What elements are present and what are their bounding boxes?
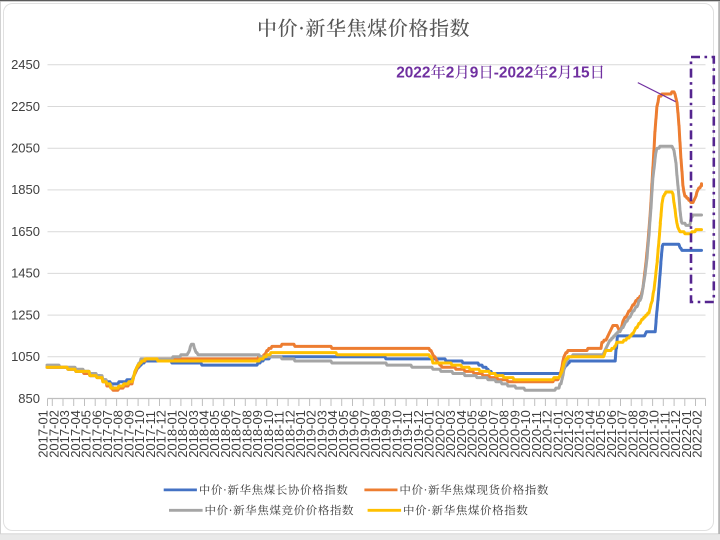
svg-text:2019-09: 2019-09 [379, 410, 394, 458]
svg-text:2017-08: 2017-08 [111, 410, 126, 458]
svg-text:2020-12: 2020-12 [540, 410, 555, 458]
svg-text:2021-01: 2021-01 [550, 410, 565, 458]
svg-text:2017-07: 2017-07 [100, 410, 115, 458]
svg-text:2017-03: 2017-03 [57, 410, 72, 458]
svg-text:2021-02: 2021-02 [561, 410, 576, 458]
svg-text:2020-11: 2020-11 [529, 411, 544, 458]
svg-text:2021-06: 2021-06 [604, 410, 619, 458]
svg-text:2020-07: 2020-07 [486, 410, 501, 458]
svg-text:1250: 1250 [11, 307, 40, 322]
svg-text:2021-11: 2021-11 [658, 411, 673, 458]
svg-text:2: 2 [549, 65, 558, 82]
svg-text:2018-10: 2018-10 [261, 410, 276, 458]
svg-text:9: 9 [470, 65, 479, 82]
svg-text:2019-01: 2019-01 [293, 410, 308, 458]
svg-text:2017-01: 2017-01 [36, 410, 51, 458]
svg-text:2019-12: 2019-12 [411, 410, 426, 458]
svg-text:2019-08: 2019-08 [368, 410, 383, 458]
svg-text:2017-10: 2017-10 [132, 410, 147, 458]
svg-text:2022: 2022 [396, 65, 430, 82]
svg-text:2021-09: 2021-09 [636, 410, 651, 458]
svg-text:2021-05: 2021-05 [593, 410, 608, 458]
svg-text:2018-02: 2018-02 [175, 410, 190, 458]
svg-text:2020-06: 2020-06 [475, 410, 490, 458]
svg-text:2019-07: 2019-07 [357, 410, 372, 458]
svg-text:2018-11: 2018-11 [272, 411, 287, 458]
svg-text:2021-10: 2021-10 [647, 410, 662, 458]
svg-text:2017-11: 2017-11 [143, 411, 158, 458]
svg-text:2050: 2050 [11, 141, 40, 156]
svg-text:2021-12: 2021-12 [668, 410, 683, 458]
svg-text:2018-07: 2018-07 [229, 410, 244, 458]
svg-text:2022-01: 2022-01 [679, 410, 694, 458]
svg-text:2017-05: 2017-05 [79, 410, 94, 458]
svg-text:-: - [494, 65, 499, 82]
svg-text:2018-09: 2018-09 [250, 410, 265, 458]
svg-text:2018-04: 2018-04 [197, 410, 212, 458]
svg-text:2017-12: 2017-12 [154, 410, 169, 458]
svg-text:2021-08: 2021-08 [625, 410, 640, 458]
svg-text:2017-09: 2017-09 [122, 410, 137, 458]
svg-text:1650: 1650 [11, 224, 40, 239]
svg-text:1050: 1050 [11, 349, 40, 364]
svg-text:2020-09: 2020-09 [507, 410, 522, 458]
svg-text:2018-08: 2018-08 [239, 410, 254, 458]
svg-text:2019-06: 2019-06 [347, 410, 362, 458]
svg-text:2019-03: 2019-03 [314, 410, 329, 458]
svg-text:2020-02: 2020-02 [432, 410, 447, 458]
svg-text:2018-06: 2018-06 [218, 410, 233, 458]
svg-text:2018-01: 2018-01 [164, 410, 179, 458]
svg-text:2019-05: 2019-05 [336, 410, 351, 458]
svg-text:2020-10: 2020-10 [518, 410, 533, 458]
svg-text:2: 2 [446, 65, 455, 82]
svg-text:2020-08: 2020-08 [497, 410, 512, 458]
svg-text:2020-05: 2020-05 [465, 410, 480, 458]
svg-text:2019-02: 2019-02 [304, 410, 319, 458]
svg-text:2020-03: 2020-03 [443, 410, 458, 458]
svg-text:850: 850 [18, 391, 40, 406]
svg-text:2250: 2250 [11, 99, 40, 114]
svg-text:2017-02: 2017-02 [46, 410, 61, 458]
svg-text:2018-05: 2018-05 [207, 410, 222, 458]
svg-text:2018-12: 2018-12 [282, 410, 297, 458]
svg-text:2017-06: 2017-06 [89, 410, 104, 458]
svg-text:2021-07: 2021-07 [615, 410, 630, 458]
svg-text:2450: 2450 [11, 57, 40, 72]
svg-text:15: 15 [573, 65, 591, 82]
svg-text:2022: 2022 [499, 65, 533, 82]
svg-text:2021-03: 2021-03 [572, 410, 587, 458]
svg-text:2020-01: 2020-01 [422, 410, 437, 458]
svg-text:2020-04: 2020-04 [454, 410, 469, 458]
svg-text:1850: 1850 [11, 182, 40, 197]
svg-text:2021-04: 2021-04 [582, 410, 597, 458]
svg-text:2017-04: 2017-04 [68, 410, 83, 458]
svg-text:2018-03: 2018-03 [186, 410, 201, 458]
svg-text:2019-04: 2019-04 [325, 410, 340, 458]
svg-text:2022-02: 2022-02 [690, 410, 705, 458]
svg-text:1450: 1450 [11, 266, 40, 281]
svg-text:2019-10: 2019-10 [390, 410, 405, 458]
svg-text:2019-11: 2019-11 [400, 411, 415, 458]
